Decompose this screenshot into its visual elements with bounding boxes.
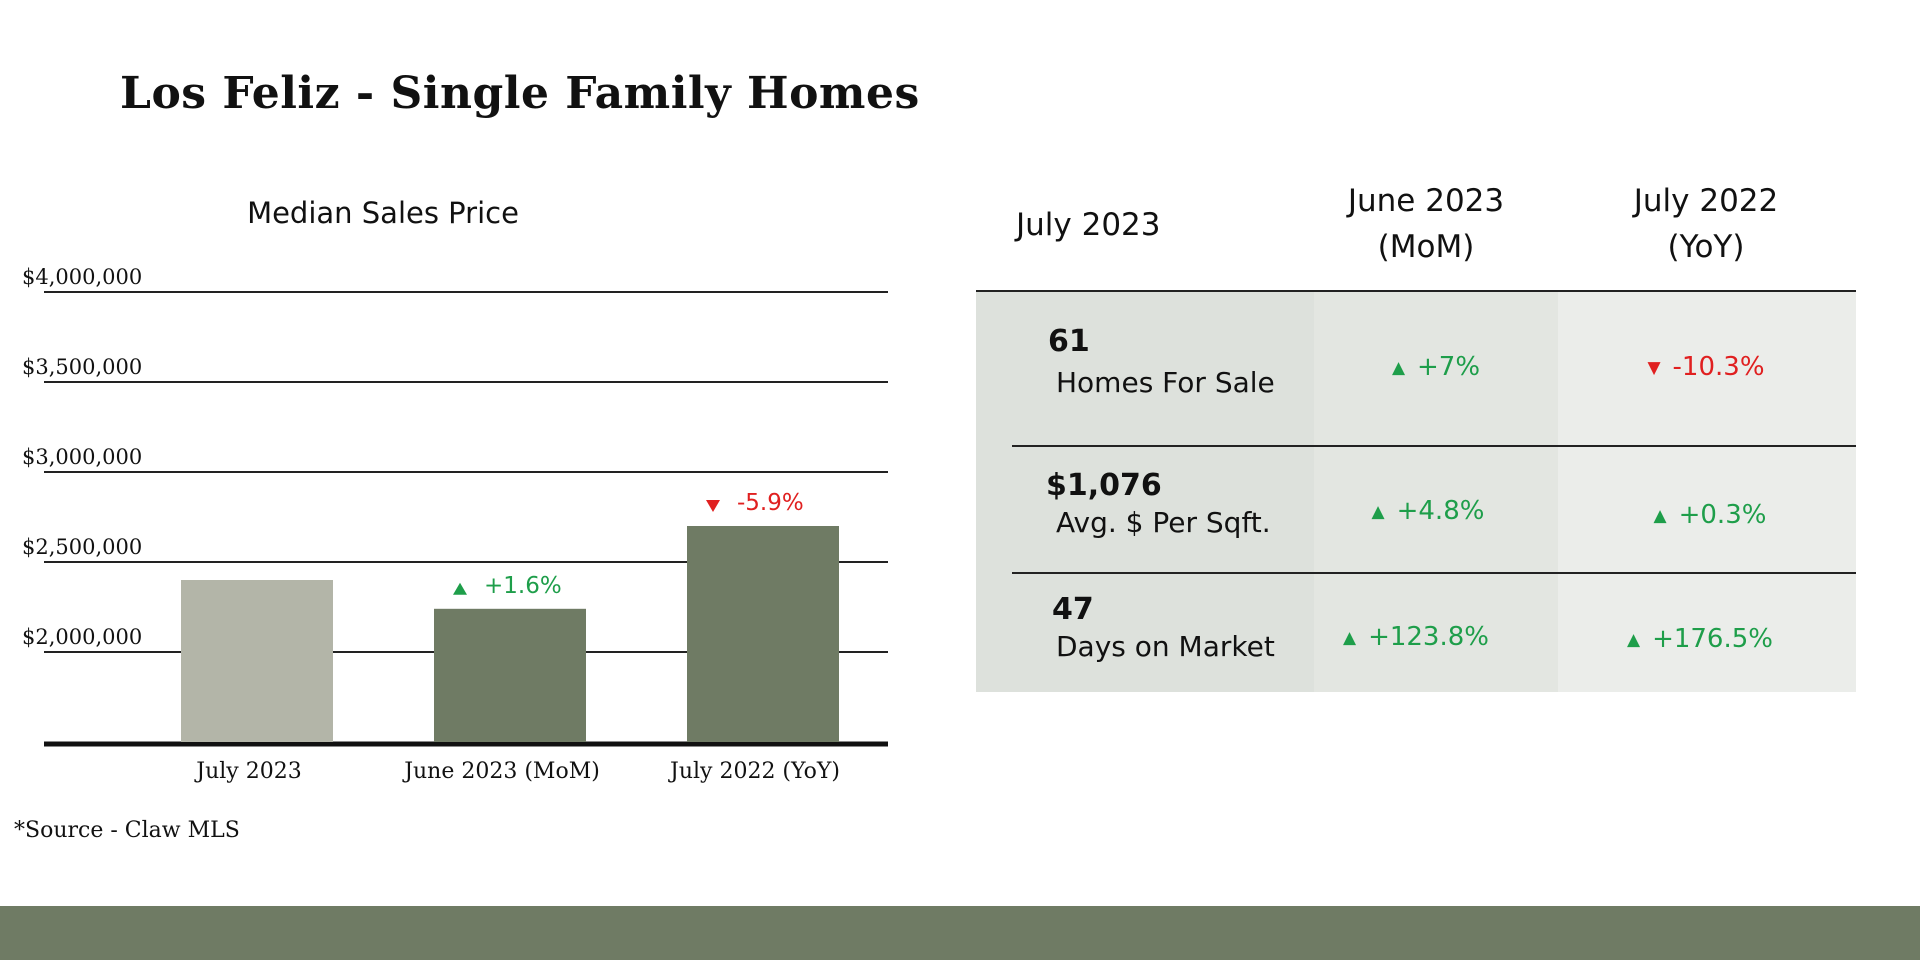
up-arrow-icon: ▲: [1391, 358, 1406, 378]
median-price-chart: Median Sales Price $2,000,000 $2,500,000 $3…: [0, 180, 900, 820]
header-divider: [976, 290, 1856, 292]
column-header-mom: June 2023 (MoM): [1296, 178, 1556, 270]
down-arrow-icon: ▼: [1647, 358, 1661, 378]
change-mom-days-on-market: ▲ +123.8%: [1296, 622, 1536, 652]
change-text: -10.3%: [1672, 352, 1765, 382]
change-yoy-days-on-market: ▲ +176.5%: [1580, 624, 1820, 654]
down-arrow-icon: [706, 500, 720, 512]
up-arrow-icon: [453, 582, 467, 595]
column-header-mom-line2: (MoM): [1377, 229, 1475, 265]
up-arrow-icon: ▲: [1653, 506, 1667, 526]
stats-table: July 2023 June 2023 (MoM) July 2022 (YoY…: [976, 180, 1856, 700]
metric-value-days-on-market: 47: [1052, 592, 1094, 627]
column-header-yoy: July 2022 (YoY): [1576, 178, 1836, 270]
change-text: +123.8%: [1368, 622, 1489, 652]
change-text: +0.3%: [1678, 500, 1767, 530]
up-arrow-icon: ▲: [1626, 630, 1641, 650]
bar-3: [687, 526, 839, 742]
column-header-mom-line1: June 2023: [1347, 183, 1505, 219]
x-tick-label: June 2023 (MoM): [402, 759, 600, 784]
up-arrow-icon: ▲: [1342, 628, 1357, 648]
change-label: -5.9%: [737, 490, 804, 516]
bar-1: [181, 580, 333, 742]
column-header-current: July 2023: [1016, 202, 1236, 248]
metric-label-price-per-sqft: Avg. $ Per Sqft.: [1056, 506, 1271, 539]
metric-label-homes-for-sale: Homes For Sale: [1056, 366, 1275, 399]
change-label: +1.6%: [484, 573, 562, 599]
metric-value-price-per-sqft: $1,076: [1046, 468, 1162, 503]
change-yoy-price-per-sqft: ▲ +0.3%: [1590, 500, 1830, 530]
bar-2: [434, 608, 586, 742]
column-bg-yoy: [1558, 292, 1856, 692]
y-tick-label: $2,500,000: [22, 535, 142, 559]
chart-title: Median Sales Price: [247, 196, 519, 230]
column-bg-mom: [1314, 292, 1558, 692]
metric-label-days-on-market: Days on Market: [1056, 630, 1275, 663]
chart-svg: Median Sales Price $2,000,000 $2,500,000 $3…: [22, 196, 888, 784]
x-tick-label: July 2023: [194, 759, 301, 784]
change-mom-homes-for-sale: ▲ +7%: [1316, 352, 1556, 382]
source-note: *Source - Claw MLS: [14, 818, 240, 843]
change-yoy-homes-for-sale: ▼ -10.3%: [1586, 352, 1826, 382]
change-text: +4.8%: [1396, 496, 1485, 526]
column-header-current-line1: July 2023: [1016, 207, 1161, 243]
column-bg-current: [976, 292, 1314, 692]
row-divider: [1012, 572, 1856, 574]
change-text: +176.5%: [1652, 624, 1773, 654]
page-title: Los Feliz - Single Family Homes: [120, 68, 920, 119]
footer-band: [0, 906, 1920, 960]
change-text: +7%: [1417, 352, 1481, 382]
y-tick-label: $3,000,000: [22, 445, 142, 469]
change-mom-price-per-sqft: ▲ +4.8%: [1308, 496, 1548, 526]
up-arrow-icon: ▲: [1371, 502, 1385, 522]
column-header-yoy-line2: (YoY): [1667, 229, 1745, 265]
row-divider: [1012, 445, 1856, 447]
column-header-yoy-line1: July 2022: [1633, 183, 1779, 219]
x-tick-label: July 2022 (YoY): [668, 759, 840, 784]
y-tick-label: $2,000,000: [22, 625, 142, 649]
metric-value-homes-for-sale: 61: [1048, 324, 1090, 359]
y-tick-label: $3,500,000: [22, 355, 142, 379]
y-tick-label: $4,000,000: [22, 265, 142, 289]
